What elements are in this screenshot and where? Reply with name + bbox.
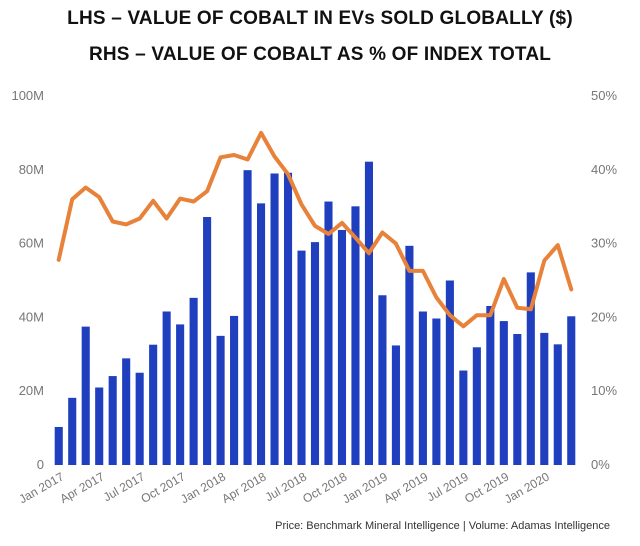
y-right-tick-label: 50% (591, 88, 617, 103)
bar (108, 376, 117, 465)
y-right-tick-label: 0% (591, 457, 610, 472)
bar (553, 344, 562, 465)
bar (203, 217, 212, 465)
bar (540, 332, 549, 465)
line-series (56, 130, 574, 329)
bar (283, 172, 293, 465)
bar (297, 250, 306, 465)
x-tick-label: Oct 2019 (462, 469, 511, 506)
x-tick-label: Apr 2017 (58, 469, 107, 506)
bar (472, 347, 481, 465)
bar (459, 370, 468, 465)
bar (378, 295, 387, 465)
x-tick-label: Jan 2020 (502, 469, 552, 506)
bar (230, 315, 239, 465)
source-note: Price: Benchmark Mineral Intelligence | … (275, 520, 610, 532)
y-left-axis: 0 20M 40M 60M 80M 100M (11, 88, 44, 472)
bar (526, 272, 535, 465)
y-left-tick-label: 20M (19, 383, 44, 398)
bar (270, 173, 279, 466)
x-tick-label: Jan 2017 (16, 469, 66, 506)
bar (122, 358, 131, 465)
x-tick-label: Oct 2018 (300, 469, 349, 506)
y-left-tick-label: 60M (19, 236, 44, 251)
bar (513, 334, 522, 465)
y-left-tick-label: 0 (37, 457, 44, 472)
bar (499, 321, 508, 465)
bar (162, 311, 171, 465)
y-right-tick-label: 10% (591, 383, 617, 398)
bar (324, 201, 333, 465)
bar (149, 344, 158, 465)
chart-title: LHS – VALUE OF COBALT IN EVs SOLD GLOBAL… (67, 8, 573, 29)
bar (176, 324, 185, 465)
bar (391, 345, 400, 465)
bar (310, 242, 320, 465)
y-left-tick-label: 40M (19, 309, 44, 324)
bar (135, 372, 144, 465)
bar (445, 280, 454, 465)
bar (418, 311, 427, 465)
bar (243, 170, 252, 465)
x-tick-label: Oct 2017 (138, 469, 187, 506)
bar (257, 203, 266, 465)
y-right-tick-label: 30% (591, 236, 617, 251)
bar (81, 326, 90, 465)
bar (486, 305, 495, 465)
x-tick-label: Apr 2019 (381, 469, 430, 506)
x-tick-label: Apr 2018 (219, 469, 268, 506)
bar (351, 206, 360, 465)
bar (364, 161, 373, 465)
bar (216, 335, 225, 465)
bar (189, 297, 198, 465)
y-left-tick-label: 80M (19, 162, 44, 177)
y-right-axis: 0% 10% 20% 30% 40% 50% (591, 88, 617, 472)
x-tick-label: Jan 2019 (340, 469, 390, 506)
x-tick-label: Jan 2018 (178, 469, 228, 506)
bar-series (54, 161, 576, 466)
bar (95, 387, 104, 465)
y-left-tick-label: 100M (11, 88, 44, 103)
chart-subtitle: RHS – VALUE OF COBALT AS % OF INDEX TOTA… (88, 44, 552, 65)
bar (432, 318, 441, 465)
bar (337, 229, 347, 465)
y-right-tick-label: 40% (591, 162, 617, 177)
bar (68, 397, 77, 465)
y-right-tick-label: 20% (591, 309, 617, 324)
bar (567, 316, 576, 465)
bar (54, 426, 63, 465)
bar (405, 245, 414, 465)
